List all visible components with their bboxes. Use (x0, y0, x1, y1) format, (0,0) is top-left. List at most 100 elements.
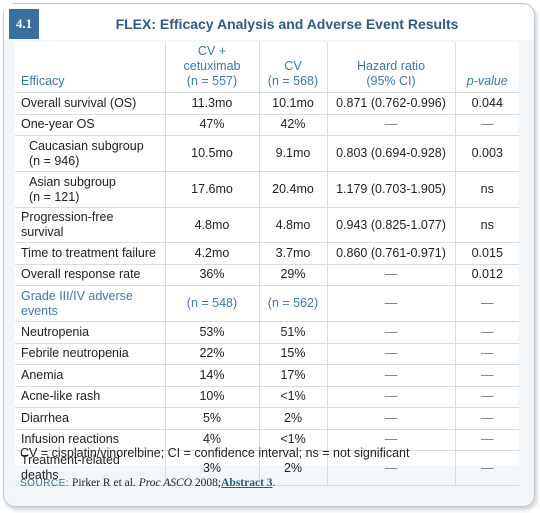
row-label: Overall response rate (15, 264, 166, 286)
row-label-subtext: (n = 121) (29, 189, 80, 204)
row-label: Overall survival (OS) (15, 92, 166, 115)
cv-value: 2% (259, 407, 328, 430)
efficacy-row: One-year OS 47% 42% — — (15, 114, 519, 136)
hazard-ratio-value: — (327, 386, 456, 408)
row-label: Time to treatment failure (15, 242, 166, 265)
row-label: Febrile neutropenia (15, 343, 166, 365)
hazard-ratio-value: 0.871 (0.762-0.996) (327, 92, 456, 115)
row-label: Treatment-related deaths (15, 450, 166, 486)
row-label-text: Asian subgroup (29, 174, 116, 189)
col-header-p-value: p-value (455, 42, 519, 93)
cv-cetuximab-value: 17.6mo (165, 171, 260, 208)
cv-cetuximab-value: 53% (165, 321, 260, 344)
efficacy-row: Overall response rate 36% 29% —0.012 (15, 264, 519, 286)
row-label-text: Overall response rate (21, 267, 141, 282)
cv-value: 9.1mo (259, 135, 328, 172)
cv-value: (n = 562) (259, 285, 328, 322)
row-label-text: Progression-free survival (21, 210, 114, 239)
row-label-text: Overall survival (OS) (21, 95, 137, 110)
cv-value: 51% (259, 321, 328, 344)
adverse-event-row: Febrile neutropenia 22% 15% — — (15, 343, 519, 365)
hazard-ratio-value: — (327, 364, 456, 387)
abstract-link[interactable]: Abstract 3 (221, 477, 273, 489)
figure-title: FLEX: Efficacy Analysis and Adverse Even… (115, 16, 459, 32)
row-label-text: Acne-like rash (21, 389, 101, 404)
cv-cetuximab-value: 5% (165, 407, 260, 430)
cv-value: <1% (259, 386, 328, 408)
row-label: Infusion reactions (15, 429, 166, 451)
results-table-card: Efficacy CV + cetuximab (n = 557) CV (n = … (15, 42, 519, 486)
hazard-ratio-value: — (327, 285, 456, 322)
source-authors: Pirker R et al. (71, 477, 136, 489)
hazard-ratio-value: 1.179 (0.703-1.905) (327, 171, 456, 208)
cv-value: 17% (259, 364, 328, 387)
source-end: . (272, 477, 276, 489)
col-header-efficacy: Efficacy (15, 42, 166, 93)
hazard-ratio-value: — (327, 343, 456, 365)
cv-value: 2% (259, 450, 328, 486)
cv-cetuximab-value: 3% (165, 450, 260, 486)
row-label-text: Time to treatment failure (21, 245, 157, 260)
col-header-cv-line2: (n = 568) (267, 74, 319, 88)
adverse-event-row: Acne-like rash 10% <1% — — (15, 386, 519, 408)
source-journal: Proc ASCO (138, 477, 193, 489)
adverse-events-header-row: Grade III/IV adverse events (n = 548) (n = … (15, 285, 519, 322)
adverse-event-row: Anemia 14% 17% — — (15, 364, 519, 387)
col-header-hr-line1: Hazard ratio (356, 59, 426, 73)
efficacy-row: Asian subgroup (n = 121) 17.6mo 20.4mo 1.179… (15, 171, 519, 208)
cv-value: 15% (259, 343, 328, 365)
row-label-text: One-year OS (21, 117, 95, 132)
row-label: Grade III/IV adverse events (15, 285, 166, 322)
adverse-event-row: Treatment-related deaths 3% 2% — — (15, 450, 519, 486)
p-value: — (455, 321, 519, 344)
cv-cetuximab-value: 10.5mo (165, 135, 260, 172)
hazard-ratio-value: — (327, 407, 456, 430)
row-label: Neutropenia (15, 321, 166, 344)
row-label: Anemia (15, 364, 166, 387)
row-label-text: Caucasian subgroup (29, 138, 144, 153)
row-label-subtext: (n = 946) (29, 153, 80, 168)
p-value: — (455, 285, 519, 322)
p-value: 0.012 (455, 264, 519, 286)
efficacy-row: Time to treatment failure 4.2mo 3.7mo 0.860… (15, 242, 519, 265)
cv-value: 20.4mo (259, 171, 328, 208)
row-label-text: Anemia (21, 367, 64, 382)
cv-cetuximab-value: 4.8mo (165, 207, 260, 243)
cv-value: 42% (259, 114, 328, 136)
cv-value: 29% (259, 264, 328, 286)
cv-cetuximab-value: 22% (165, 343, 260, 365)
p-value: ns (455, 207, 519, 243)
cv-cetuximab-value: (n = 548) (165, 285, 260, 322)
row-label-text: Grade III/IV adverse (21, 288, 133, 303)
p-value: — (455, 114, 519, 136)
adverse-event-row: Neutropenia 53% 51% — — (15, 321, 519, 344)
cv-cetuximab-value: 4% (165, 429, 260, 451)
table-body: Overall survival (OS) 11.3mo 10.1mo 0.871 (… (15, 92, 519, 486)
col-header-hr-line2: (95% CI) (366, 74, 416, 88)
row-label-text: Treatment-related deaths (21, 453, 120, 482)
adverse-event-row: Infusion reactions 4% <1% — — (15, 429, 519, 451)
table-header-row: Efficacy CV + cetuximab (n = 557) CV (n = … (15, 42, 519, 93)
row-label-text: Diarrhea (21, 410, 69, 425)
efficacy-row: Progression-free survival 4.8mo 4.8mo 0.943… (15, 207, 519, 243)
row-label-subtext: events (21, 303, 58, 318)
col-header-hazard-ratio: Hazard ratio (95% CI) (327, 42, 456, 93)
p-value: — (455, 450, 519, 486)
p-value: — (455, 407, 519, 430)
efficacy-row: Overall survival (OS) 11.3mo 10.1mo 0.871 (… (15, 92, 519, 115)
figure-header: 4.1 FLEX: Efficacy Analysis and Adverse … (4, 4, 534, 40)
figure-number-badge: 4.1 (9, 9, 39, 39)
source-label: SOURCE: (20, 478, 70, 489)
hazard-ratio-value: 0.860 (0.761-0.971) (327, 242, 456, 265)
hazard-ratio-value: 0.943 (0.825-1.077) (327, 207, 456, 243)
p-value: ns (455, 171, 519, 208)
cv-cetuximab-value: 10% (165, 386, 260, 408)
results-table: Efficacy CV + cetuximab (n = 557) CV (n = … (15, 42, 519, 486)
cv-value: 3.7mo (259, 242, 328, 265)
source-year: 2008; (194, 477, 222, 489)
col-header-cv-cetuximab: CV + cetuximab (n = 557) (165, 42, 260, 93)
hazard-ratio-value: — (327, 114, 456, 136)
cv-cetuximab-value: 36% (165, 264, 260, 286)
row-label-text: Neutropenia (21, 324, 90, 339)
row-label: Acne-like rash (15, 386, 166, 408)
